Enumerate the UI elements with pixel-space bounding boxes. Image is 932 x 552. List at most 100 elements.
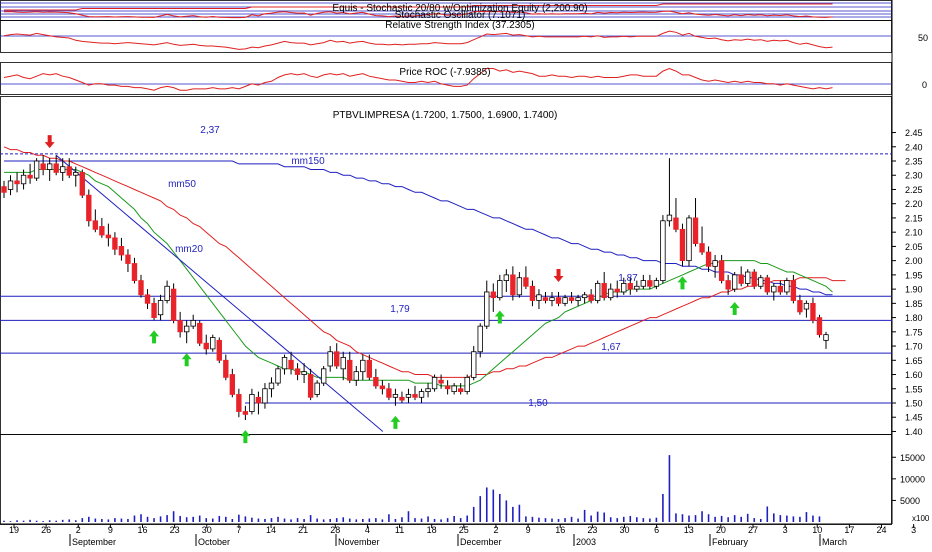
- candle-body: [816, 317, 823, 336]
- candle-body: [157, 300, 164, 316]
- candle-body: [118, 246, 125, 256]
- candle-body: [144, 294, 151, 304]
- candle-body: [823, 334, 829, 341]
- candle-body: [307, 374, 314, 398]
- x-tick-label: 2: [76, 525, 81, 535]
- candle-body: [568, 297, 575, 301]
- x-tick-label: 9: [526, 525, 531, 535]
- x-axis: 19 26 2 9 16 23 30 7 14 21 28 4 11 18 25 2 9 16 23 30 6 13 20 2…: [0, 523, 916, 547]
- candle-body: [399, 396, 405, 401]
- candle-body: [503, 274, 510, 281]
- candle-body: [549, 297, 555, 301]
- price-tick-label: 2.05: [905, 242, 923, 252]
- candle-body: [764, 277, 770, 293]
- candle-body: [425, 388, 431, 393]
- candle-body: [718, 260, 725, 281]
- month-label: October: [198, 537, 230, 547]
- price-tick-label: 2.10: [905, 228, 923, 238]
- candle-body: [471, 351, 477, 378]
- price-tick-label: 1.95: [905, 270, 923, 280]
- buy-signal-arrow: [149, 330, 160, 344]
- stochastic-panel: [3, 10, 833, 19]
- stochastic-panel-label: Stochastic Oscillator (7.1071): [395, 10, 526, 21]
- month-label: 2003: [576, 537, 596, 547]
- price-tick-label: 2.45: [905, 128, 923, 138]
- equity-panel: [0, 2, 892, 18]
- rsi-panel: [0, 30, 892, 50]
- x-tick-label: 10: [812, 525, 822, 535]
- candle-body: [418, 391, 425, 398]
- price-tick-label: 2.35: [905, 157, 923, 167]
- candle-body: [705, 251, 712, 267]
- candle-body: [164, 285, 170, 301]
- price-tick-label: 2.30: [905, 171, 923, 181]
- x-tick-label: 6: [654, 525, 659, 535]
- price-tick-label: 1.90: [905, 285, 923, 295]
- candle-body: [581, 294, 588, 299]
- candle-body: [151, 302, 157, 318]
- price-tick-label: 2.25: [905, 185, 923, 195]
- equity-curve: [4, 3, 833, 11]
- candle-body: [444, 385, 451, 390]
- ma50-line: [3, 146, 846, 378]
- candle-body: [438, 379, 444, 384]
- candle-body: [373, 376, 379, 387]
- candle-body: [138, 280, 144, 296]
- price-tick-label: 2.00: [905, 256, 923, 266]
- ma-label: mm150: [291, 156, 325, 167]
- candle-body: [281, 357, 288, 370]
- panel-border-4: [0, 434, 892, 525]
- price-tick-label: 1.60: [905, 370, 923, 380]
- candle-body: [7, 180, 14, 190]
- price-panel-label: PTBVLIMPRESA (1.7200, 1.7500, 1.6900, 1.…: [333, 110, 558, 121]
- candle-body: [125, 254, 131, 264]
- candle-body: [594, 283, 601, 301]
- candle-body: [262, 388, 268, 404]
- candle-body: [314, 382, 320, 395]
- level-label: 2,37: [200, 125, 220, 136]
- x-tick-label: 20: [716, 525, 726, 535]
- candle-body: [347, 359, 353, 381]
- candle-body: [86, 194, 92, 222]
- price-panel: 2.45 2.40 2.35 2.30 2.25 2.20 2.15 2.10 2.05 2.00…: [0, 125, 923, 444]
- candle-body: [105, 234, 112, 239]
- panel-frames: [0, 0, 893, 525]
- candle-body: [575, 297, 581, 301]
- candle-body: [131, 263, 138, 281]
- candle-body: [758, 277, 764, 287]
- ma-label: mm20: [175, 244, 203, 255]
- candle-body: [294, 368, 301, 375]
- candle-body: [183, 325, 190, 333]
- candle-body: [588, 294, 594, 301]
- month-label: March: [822, 537, 847, 547]
- ma150-line: [4, 160, 833, 296]
- candle-body: [20, 174, 27, 185]
- candle-body: [562, 297, 568, 304]
- candle-body: [40, 163, 46, 170]
- candle-body: [327, 351, 333, 367]
- candle-body: [386, 388, 392, 398]
- x-tick-label: 30: [202, 525, 212, 535]
- candle-body: [190, 320, 196, 327]
- candle-body: [464, 376, 470, 393]
- candle-body: [653, 280, 660, 287]
- buy-signal-arrow: [390, 415, 401, 429]
- level-label: 1,67: [601, 342, 621, 353]
- x-tick-label: 19: [9, 525, 19, 535]
- x-tick-label: 3: [783, 525, 788, 535]
- buy-signal-arrow: [729, 301, 740, 315]
- candle-body: [53, 163, 59, 173]
- candle-body: [203, 342, 209, 350]
- candle-body: [79, 171, 85, 196]
- price-tick-label: 1.80: [905, 313, 923, 323]
- candle-body: [457, 388, 464, 393]
- candle-body: [536, 294, 542, 301]
- candle-body: [92, 220, 99, 230]
- candle-body: [692, 217, 699, 244]
- x-tick-label: 30: [619, 525, 629, 535]
- price-tick-label: 1.85: [905, 299, 923, 309]
- candle-body: [790, 280, 797, 301]
- candle-body: [242, 411, 249, 415]
